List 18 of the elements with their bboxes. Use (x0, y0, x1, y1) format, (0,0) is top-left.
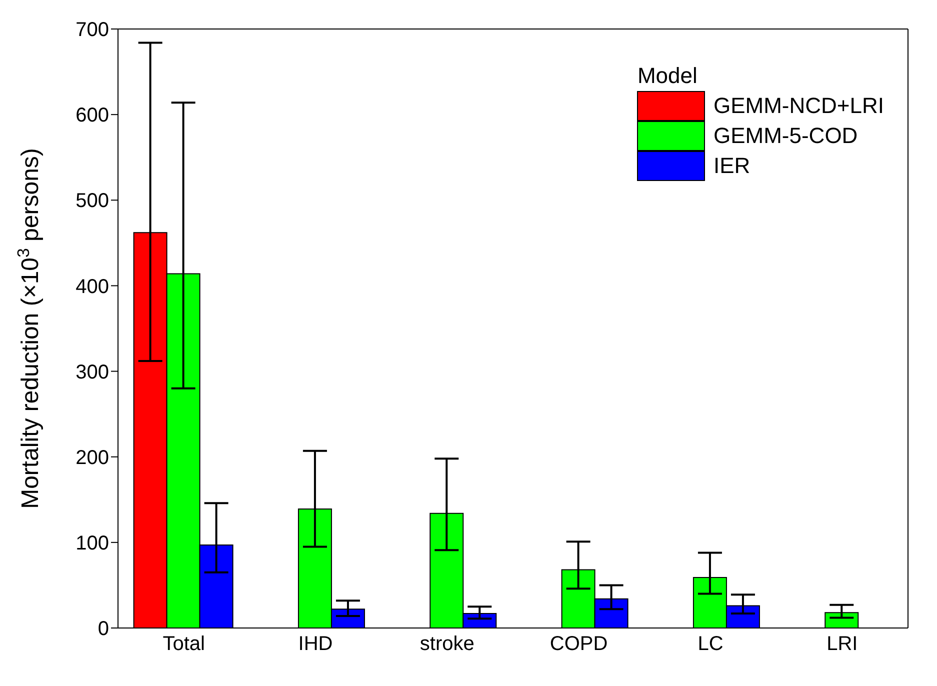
x-tick-label: Total (162, 633, 205, 656)
x-tick-label: IHD (298, 633, 333, 656)
legend-title: Model (637, 63, 698, 89)
y-tick-label: 400 (76, 276, 109, 298)
x-tick-label: LRI (826, 633, 858, 656)
legend-label: IER (713, 153, 750, 179)
y-tick-label: 100 (76, 532, 109, 555)
y-tick-label: 200 (76, 446, 109, 469)
y-tick-label: 0 (98, 618, 109, 640)
legend-label: GEMM-NCD+LRI (713, 93, 884, 119)
y-tick-label: 600 (76, 104, 109, 127)
y-tick-label: 700 (76, 19, 109, 42)
y-tick-label: 500 (76, 190, 109, 212)
x-tick-label: LC (698, 633, 724, 656)
y-tick-label: 300 (76, 361, 109, 384)
x-tick-label: stroke (420, 633, 474, 656)
legend-label: GEMM-5-COD (713, 123, 858, 149)
x-tick-label: COPD (550, 633, 608, 656)
